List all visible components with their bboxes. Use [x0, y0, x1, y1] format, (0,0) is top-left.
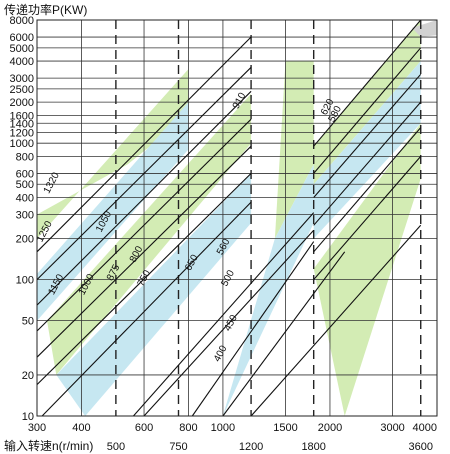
y-tick-label: 8000: [10, 15, 34, 27]
rating-line: [313, 19, 422, 147]
band-4: [274, 61, 314, 239]
y-tick-label: 600: [16, 168, 34, 180]
band-8: [411, 20, 437, 37]
rating-line: [132, 212, 315, 417]
sync-tick-label: 500: [107, 441, 125, 453]
y-tick-label: 2000: [10, 97, 34, 109]
y-tick-label: 500: [16, 179, 34, 191]
plot-frame: [36, 19, 438, 417]
rating-line: [191, 241, 315, 417]
sync-tick-label: 1200: [239, 441, 263, 453]
rating-line: [313, 73, 422, 198]
rating-line: [222, 251, 346, 417]
x-tick-label: 2000: [318, 422, 342, 434]
rating-line: [41, 201, 252, 417]
y-tick-label: 20: [22, 370, 34, 382]
model-label: 450: [222, 313, 240, 333]
rating-line: [36, 145, 252, 358]
rating-line: [313, 127, 422, 253]
rating-line: [36, 173, 252, 385]
y-tick-label: 1400: [10, 118, 34, 130]
y-tick-label: 4000: [10, 56, 34, 68]
model-label: 400: [212, 343, 230, 363]
band-2: [47, 93, 252, 375]
y-tick-label: 50: [22, 316, 34, 328]
y-tick-label: 2500: [10, 84, 34, 96]
y-tick-label: 1600: [10, 110, 34, 122]
lines-layer: [36, 19, 422, 417]
sync-tick-label: 3600: [408, 441, 432, 453]
y-tick-label: 100: [16, 275, 34, 287]
y-tick-label: 1200: [10, 127, 34, 139]
bands-layer: [37, 20, 437, 417]
y-tick-label: 1000: [10, 138, 34, 150]
y-tick-label: 5000: [10, 43, 34, 55]
y-tick-label: 400: [16, 192, 34, 204]
rating-line: [250, 224, 422, 417]
x-tick-label: 3000: [380, 422, 404, 434]
y-tick-label: 300: [16, 210, 34, 222]
x-tick-label: 1000: [211, 422, 235, 434]
x-tick-label: 1500: [273, 422, 297, 434]
x-tick-label: 300: [28, 422, 46, 434]
x-tick-label: 4000: [413, 422, 437, 434]
x-axis-title: 输入转速n(r/min): [4, 439, 94, 453]
rating-line: [143, 229, 315, 417]
rating-line: [313, 47, 422, 174]
model-label: 1320: [42, 170, 62, 195]
y-axis-title: 传递功率P(KW): [4, 3, 88, 17]
band-9: [313, 123, 421, 417]
rating-line: [36, 90, 252, 306]
y-tick-label: 200: [16, 234, 34, 246]
sync-tick-label: 750: [169, 441, 187, 453]
rating-line: [313, 156, 422, 280]
model-label: 500: [219, 268, 237, 288]
ticks-layer: 1020501002003004005006008001000120014001…: [10, 15, 437, 453]
x-tick-label: 400: [72, 422, 90, 434]
rating-line: [313, 101, 422, 226]
band-5: [222, 164, 314, 416]
y-tick-label: 800: [16, 151, 34, 163]
rating-line: [36, 66, 252, 280]
y-tick-label: 10: [22, 411, 34, 423]
y-tick-label: 3000: [10, 73, 34, 85]
rating-line: [36, 36, 252, 253]
x-tick-label: 600: [135, 422, 153, 434]
rating-line: [36, 118, 252, 332]
sync-tick-label: 1800: [301, 441, 325, 453]
band-3: [56, 173, 252, 416]
x-tick-label: 800: [179, 422, 197, 434]
y-tick-label: 6000: [10, 32, 34, 44]
band-0: [37, 69, 189, 239]
